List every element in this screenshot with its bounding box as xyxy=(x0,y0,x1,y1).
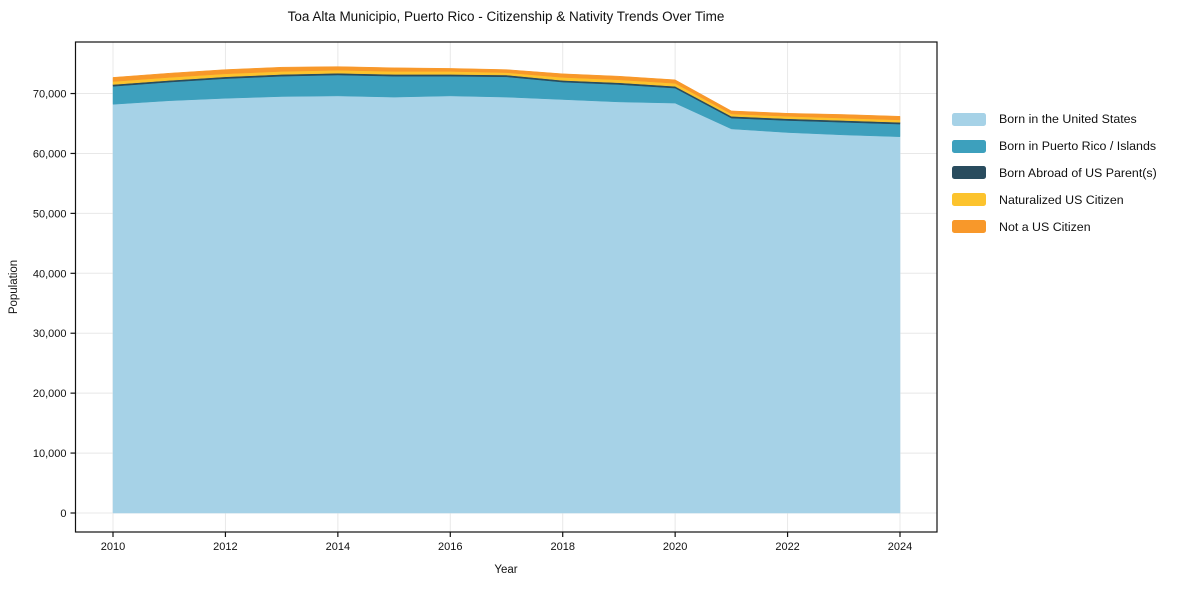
legend-swatch-naturalized xyxy=(952,193,986,207)
legend-label-born-us: Born in the United States xyxy=(999,112,1137,127)
area-series-0 xyxy=(112,95,901,514)
legend: Born in the United States Born in Puerto… xyxy=(952,106,1157,240)
legend-label-born-pr: Born in Puerto Rico / Islands xyxy=(999,139,1157,154)
legend-swatch-born-pr xyxy=(952,139,986,153)
legend-swatch-born-abroad xyxy=(952,166,986,180)
chart-title: Toa Alta Municipio, Puerto Rico - Citize… xyxy=(287,9,725,24)
legend-item-born-pr: Born in Puerto Rico / Islands xyxy=(952,133,1157,160)
y-tick-label: 50,000 xyxy=(33,208,67,220)
legend-label-naturalized: Naturalized US Citizen xyxy=(999,192,1124,207)
x-tick-label: 2020 xyxy=(663,541,687,553)
legend-label-born-abroad: Born Abroad of US Parent(s) xyxy=(999,165,1157,180)
legend-swatch-not-citizen xyxy=(952,220,986,234)
y-tick-label: 10,000 xyxy=(33,448,67,460)
legend-swatch-born-us xyxy=(952,112,986,126)
x-tick-label: 2016 xyxy=(438,541,462,553)
y-tick-label: 30,000 xyxy=(33,328,67,340)
x-tick-label: 2024 xyxy=(888,541,912,553)
x-axis-label: Year xyxy=(494,564,518,576)
x-tick-label: 2014 xyxy=(326,541,350,553)
y-tick-label: 70,000 xyxy=(33,89,67,101)
legend-item-not-citizen: Not a US Citizen xyxy=(952,213,1157,240)
y-tick-label: 60,000 xyxy=(33,148,67,160)
x-tick-label: 2018 xyxy=(550,541,574,553)
y-tick-label: 40,000 xyxy=(33,268,67,280)
area-series-4 xyxy=(112,66,901,121)
legend-item-born-abroad: Born Abroad of US Parent(s) xyxy=(952,160,1157,187)
legend-label-not-citizen: Not a US Citizen xyxy=(999,219,1091,234)
x-tick-label: 2012 xyxy=(213,541,237,553)
legend-item-naturalized: Naturalized US Citizen xyxy=(952,186,1157,213)
x-tick-label: 2022 xyxy=(775,541,799,553)
x-tick-label: 2010 xyxy=(101,541,125,553)
y-tick-label: 20,000 xyxy=(33,388,67,400)
plot-border xyxy=(74,41,938,533)
y-axis-label: Population xyxy=(8,259,20,315)
legend-item-born-us: Born in the United States xyxy=(952,106,1157,133)
y-tick-label: 0 xyxy=(60,508,66,520)
